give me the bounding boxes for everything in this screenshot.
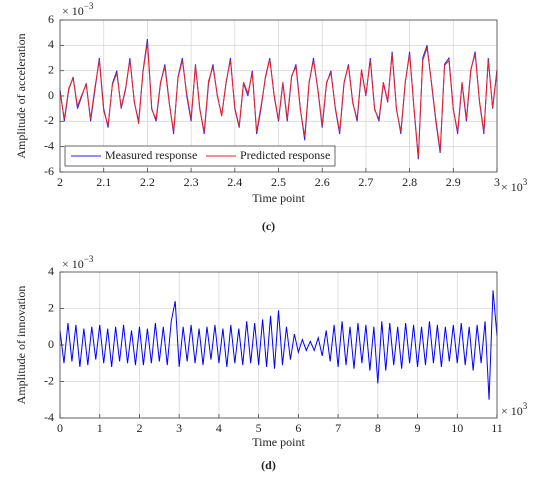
- y-axis-label: Amplitude of acceleration: [14, 33, 28, 158]
- x-tick-label: 2.6: [315, 175, 330, 189]
- legend-label: Predicted response: [240, 148, 330, 162]
- y-tick-label: 2: [48, 300, 54, 314]
- scale-label: × 10−3: [62, 1, 94, 18]
- x-tick-label: 6: [295, 421, 301, 435]
- x-tick-label: 2.2: [140, 175, 155, 189]
- x-tick-label: 7: [335, 421, 341, 435]
- plot-frame: [59, 271, 498, 419]
- legend-box: [64, 145, 336, 167]
- scale-base: × 10: [501, 180, 523, 194]
- x-tick-label: 2: [57, 175, 63, 189]
- y-tick-label: -4: [44, 138, 54, 152]
- x-tick-label: 2.8: [402, 175, 417, 189]
- scale-exponent: 3: [523, 177, 528, 187]
- scale-base: × 10: [62, 4, 84, 18]
- y-tick-label: -4: [44, 410, 54, 424]
- x-tick-label: 9: [415, 421, 421, 435]
- scale-label: × 103: [501, 177, 528, 194]
- scale-label: × 10−3: [62, 254, 94, 271]
- y-tick-label: -2: [44, 113, 54, 127]
- x-tick-label: 2.4: [227, 175, 242, 189]
- x-tick-label: 2.3: [184, 175, 199, 189]
- y-tick-label: 4: [48, 37, 54, 51]
- scale-exponent: −3: [84, 254, 94, 264]
- x-tick-label: 10: [451, 421, 463, 435]
- x-tick-label: 2: [136, 421, 142, 435]
- data-line: [59, 290, 498, 400]
- y-tick-label: 6: [48, 12, 54, 26]
- x-tick-label: 5: [256, 421, 262, 435]
- x-tick-label: 0: [57, 421, 63, 435]
- y-tick-label: -6: [44, 164, 54, 178]
- x-tick-label: 3: [494, 175, 500, 189]
- x-tick-label: 2.7: [358, 175, 373, 189]
- x-tick-label: 2.1: [96, 175, 111, 189]
- y-tick-label: 0: [48, 337, 54, 351]
- y-tick-label: 2: [48, 62, 54, 76]
- y-tick-label: 4: [48, 264, 54, 278]
- caption: (d): [261, 458, 276, 472]
- scale-base: × 10: [62, 257, 84, 271]
- plot-frame: [59, 19, 498, 173]
- x-tick-label: 4: [216, 421, 222, 435]
- y-axis-label: Amplitude of innovation: [14, 286, 28, 405]
- scale-label: × 103: [501, 401, 528, 418]
- x-axis-label: Time point: [252, 191, 305, 205]
- scale-exponent: 3: [523, 401, 528, 411]
- x-tick-label: 2.5: [271, 175, 286, 189]
- scale-base: × 10: [501, 404, 523, 418]
- caption: (c): [262, 219, 275, 233]
- x-tick-label: 3: [176, 421, 182, 435]
- scale-exponent: −3: [84, 1, 94, 11]
- x-axis-label: Time point: [252, 435, 305, 449]
- legend-label: Measured response: [105, 148, 197, 162]
- x-tick-label: 8: [375, 421, 381, 435]
- y-tick-label: -2: [44, 373, 54, 387]
- data-line: [59, 42, 498, 157]
- x-tick-label: 2.9: [446, 175, 461, 189]
- y-tick-label: 0: [48, 88, 54, 102]
- x-tick-label: 11: [491, 421, 503, 435]
- x-tick-label: 1: [97, 421, 103, 435]
